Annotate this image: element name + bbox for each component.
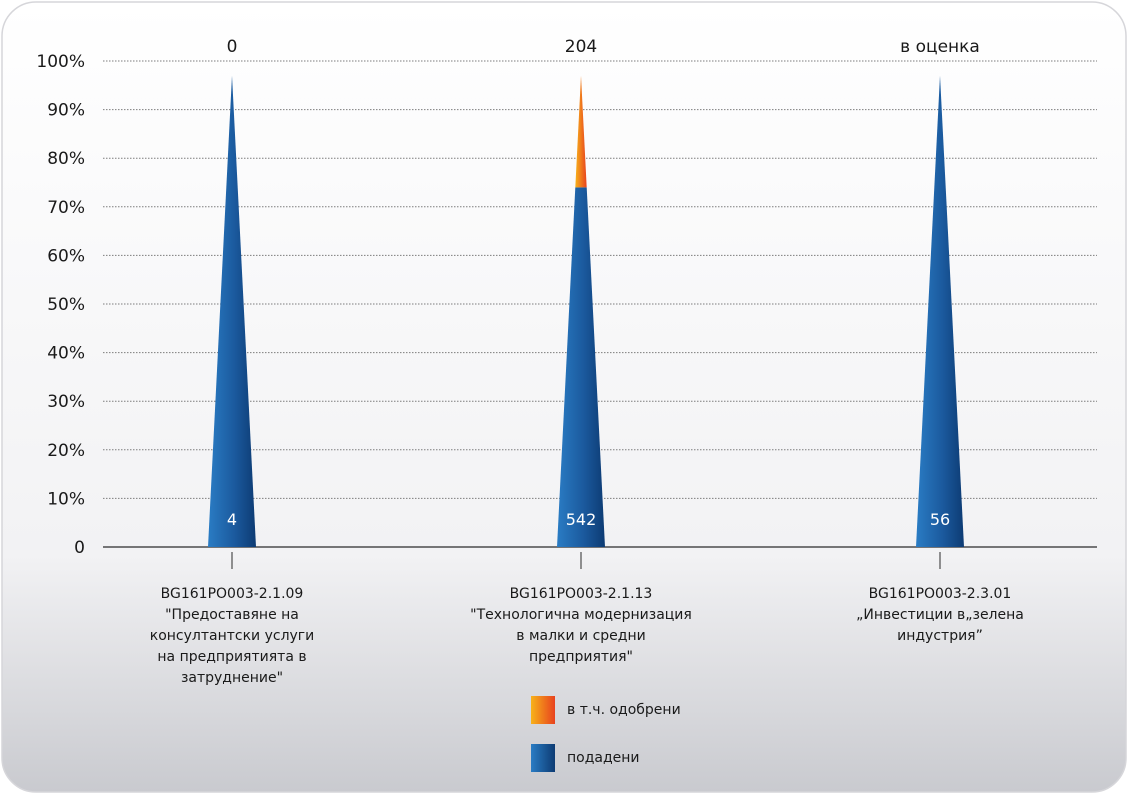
y-tick-label: 80% [47,149,85,169]
bar-submitted [557,187,605,548]
y-tick-label: 60% [47,246,85,266]
y-axis-ticks: 100% 90% 80% 70% 60% 50% 40% 30% 20% 10% 0 [36,52,941,569]
bar-submitted [916,75,964,547]
category-label: BG161PO003-2.1.13 "Технологична модерниз… [470,586,692,665]
category-label: BG161PO003-2.1.09 "Предоставяне на консу… [149,586,315,686]
data-label: 542 [566,510,597,529]
category-label: BG161PO003-2.3.01 „Инвестиции в„зелена и… [856,586,1024,644]
legend-swatch-approved [531,696,555,724]
y-tick-label: 50% [47,295,85,315]
y-tick-label: 100% [36,52,85,72]
y-tick-label: 70% [47,198,85,218]
legend-label-approved: в т.ч. одобрени [567,702,681,718]
bar-approved [575,75,587,188]
y-tick-label: 20% [47,441,85,461]
y-tick-label: 0 [74,538,85,558]
data-label: 56 [930,510,950,529]
top-label: 204 [565,37,597,57]
legend-item-submitted: подадени [531,744,640,772]
legend-swatch-submitted [531,744,555,772]
y-tick-label: 40% [47,344,85,364]
top-label: в оценка [900,37,980,57]
top-label: 0 [227,37,238,57]
y-tick-label: 90% [47,101,85,121]
data-label: 4 [227,510,237,529]
y-tick-label: 30% [47,392,85,412]
y-tick-label: 10% [47,489,85,509]
legend-label-submitted: подадени [567,750,640,766]
bar-submitted [208,75,256,547]
bar-labels: 4 0 542 204 56 в оценка [227,37,980,529]
bars [208,75,964,548]
legend-item-approved: в т.ч. одобрени [531,696,681,724]
